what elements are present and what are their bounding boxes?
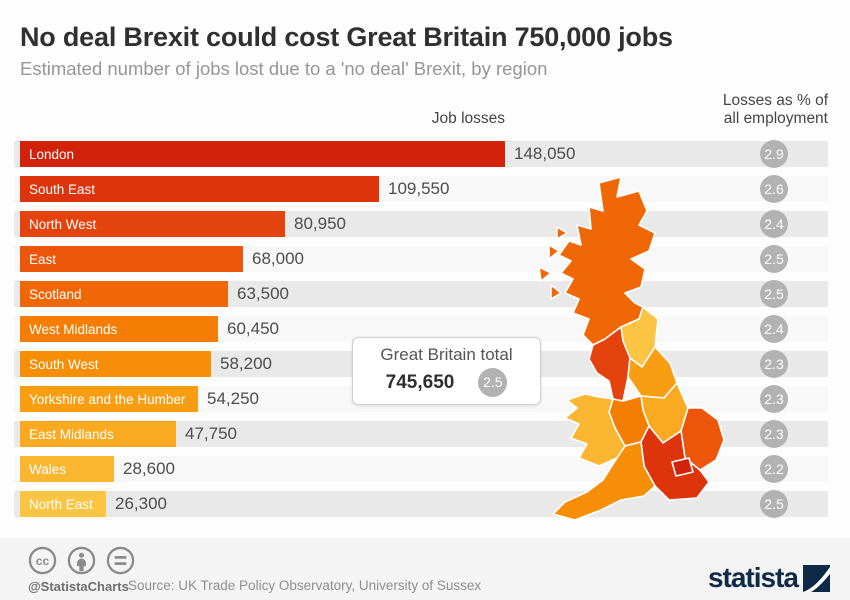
bar-row: North West 80,950 2.4 [14,210,828,238]
pct-badge: 2.5 [760,245,788,273]
pct-badge: 2.6 [760,175,788,203]
bar-row: North East 26,300 2.5 [14,490,828,518]
pct-badge: 2.3 [760,420,788,448]
pct-badge: 2.4 [760,210,788,238]
pct-badge: 2.4 [760,315,788,343]
total-value: 745,650 [385,371,455,393]
region-bar: Wales [20,456,114,482]
region-label: East [29,251,57,267]
column-header-pct: Losses as % of all employment [658,92,828,128]
region-bar: Scotland [20,281,228,307]
map-island-icon [538,266,552,282]
job-losses-value: 80,950 [294,214,346,233]
map-island-icon [548,244,560,260]
column-header-pct-line1: Losses as % of [722,92,828,109]
region-bar: East Midlands [20,421,176,447]
region-label: Wales [29,461,67,477]
region-label: Scotland [29,286,82,302]
attribution-icon [67,546,96,575]
region-bar: Yorkshire and the Humber [20,386,198,412]
region-label: Yorkshire and the Humber [29,391,186,407]
footer: cc @StatistaCharts Source: UK Trade Poli… [0,538,850,600]
job-losses-value: 54,250 [207,389,259,408]
region-bar: North West [20,211,285,237]
pct-badge: 2.9 [760,140,788,168]
bar-row: South East 109,550 2.6 [14,175,828,203]
bar-row: East 68,000 2.5 [14,245,828,273]
column-header-pct-line2: all employment [723,110,828,127]
region-bar: South West [20,351,211,377]
source-text: Source: UK Trade Policy Observatory, Uni… [128,578,482,593]
total-label: Great Britain total [380,345,513,364]
statista-logo-mark [803,564,830,592]
region-label: North West [29,216,97,232]
map-region-north-west [588,326,631,402]
column-header-job-losses: Job losses [431,110,505,127]
region-label: North East [29,496,93,512]
job-losses-value: 26,300 [115,494,167,513]
pct-badge: 2.5 [760,280,788,308]
svg-text:cc: cc [36,554,50,568]
map-island-icon [556,226,568,240]
region-label: South West [29,356,99,372]
page-title: No deal Brexit could cost Great Britain … [20,22,673,52]
great-britain-map [513,167,728,522]
region-bar: London [20,141,505,167]
job-losses-value: 47,750 [185,424,237,443]
map-region-south-west [552,441,656,521]
map-region-london [671,457,694,477]
total-pct-badge: 2.5 [478,368,508,397]
job-losses-value: 28,600 [123,459,175,478]
bar-row: Scotland 63,500 2.5 [14,280,828,308]
bar-row: West Midlands 60,450 2.4 [14,315,828,343]
region-label: South East [29,181,96,197]
statista-logo: statista [708,562,830,594]
job-losses-value: 109,550 [388,179,450,198]
job-losses-value: 63,500 [237,284,289,303]
job-losses-value: 68,000 [252,249,304,268]
bar-row: London 148,050 2.9 [14,140,828,168]
equal-icon [106,546,135,575]
region-label: West Midlands [29,321,118,337]
statista-charts-handle: @StatistaCharts [28,579,129,594]
page-subtitle: Estimated number of jobs lost due to a '… [20,58,548,79]
job-losses-value: 58,200 [220,354,272,373]
job-losses-value: 60,450 [227,319,279,338]
region-label: London [29,146,75,162]
pct-badge: 2.5 [760,490,788,518]
pct-badge: 2.3 [760,350,788,378]
map-svg [538,176,725,521]
region-bar: West Midlands [20,316,218,342]
great-britain-total-box: Great Britain total 745,650 2.5 [352,337,541,405]
map-island-icon [550,284,562,300]
job-losses-value: 148,050 [514,144,576,163]
cc-icon: cc [28,546,57,575]
region-bar: South East [20,176,379,202]
pct-badge: 2.2 [760,455,788,483]
region-label: East Midlands [29,426,114,442]
region-bar: East [20,246,243,272]
statista-wordmark: statista [707,562,799,593]
license-icons: cc [28,546,135,575]
pct-badge: 2.3 [760,385,788,413]
region-bar: North East [20,491,106,517]
